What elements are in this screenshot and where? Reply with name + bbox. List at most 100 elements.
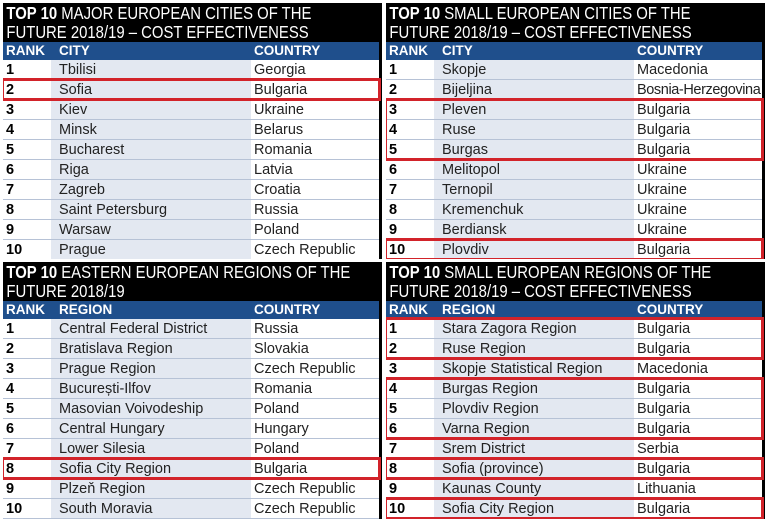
name-cell: Masovian Voivodeship (59, 401, 204, 417)
name-cell-shade (51, 319, 251, 338)
name-cell-shade (434, 399, 634, 418)
table-row: 7 Zagreb Croatia (3, 180, 379, 200)
rank-cell: 3 (389, 361, 398, 377)
name-cell: Srem District (442, 441, 525, 457)
name-cell: Minsk (59, 122, 97, 138)
rank-cell: 9 (6, 222, 15, 238)
rank-cell: 4 (6, 381, 15, 397)
rank-cell: 7 (6, 441, 15, 457)
country-cell: Czech Republic (254, 242, 356, 258)
rank-cell: 4 (6, 122, 15, 138)
table-row: 1 Skopje Macedonia (386, 60, 762, 80)
title-text: SMALL EUROPEAN CITIES OF THE FUTURE 2018… (389, 3, 692, 42)
rank-cell: 10 (389, 501, 406, 517)
rank-cell: 1 (389, 321, 398, 337)
name-cell: Burgas Region (442, 381, 538, 397)
rank-cell: 6 (389, 421, 398, 437)
name-cell: Skopje (442, 62, 487, 78)
rank-cell: 3 (6, 102, 15, 118)
rank-cell: 5 (389, 401, 398, 417)
country-cell: Romania (254, 142, 313, 158)
name-cell: Varna Region (442, 421, 530, 437)
country-cell: Czech Republic (254, 501, 356, 517)
column-header: RANK (389, 43, 428, 58)
country-cell: Latvia (254, 162, 293, 178)
country-cell: Bulgaria (637, 242, 691, 258)
name-cell-shade (51, 180, 251, 199)
column-header: COUNTRY (254, 43, 321, 58)
country-cell: Bulgaria (254, 461, 308, 477)
name-cell: Skopje Statistical Region (442, 361, 603, 377)
column-header: COUNTRY (637, 302, 704, 317)
name-cell-shade (51, 339, 251, 358)
name-cell-shade (434, 240, 634, 259)
table-row: 6 Central Hungary Hungary (3, 419, 379, 439)
column-header: COUNTRY (254, 302, 321, 317)
country-cell: Poland (254, 222, 300, 238)
name-cell: Kaunas County (442, 481, 542, 497)
name-cell: Lower Silesia (59, 441, 146, 457)
rank-cell: 5 (6, 142, 15, 158)
table-row: 6 Varna Region Bulgaria (386, 419, 762, 439)
name-cell-shade (51, 439, 251, 458)
name-cell-shade (434, 100, 634, 119)
table-row: 1 Stara Zagora Region Bulgaria (386, 319, 762, 339)
table-row: 8 Kremenchuk Ukraine (386, 200, 762, 220)
table-row: 3 Skopje Statistical Region Macedonia (386, 359, 762, 379)
rank-cell: 10 (6, 501, 23, 517)
country-cell: Lithuania (637, 481, 696, 497)
small-regions-table: TOP 10 SMALL EUROPEAN REGIONS OF THE FUT… (386, 262, 765, 519)
rank-cell: 8 (6, 202, 15, 218)
name-cell-shade (51, 160, 251, 179)
title-bold: TOP 10 (6, 3, 58, 23)
rank-cell: 4 (389, 381, 398, 397)
table-header: RANK CITY COUNTRY (3, 42, 379, 60)
country-cell: Bulgaria (637, 461, 691, 477)
table-row: 7 Ternopil Ukraine (386, 180, 762, 200)
name-cell-shade (434, 180, 634, 199)
title-bold: TOP 10 (389, 3, 441, 23)
name-cell: Kremenchuk (442, 202, 524, 218)
rank-cell: 7 (6, 182, 15, 198)
name-cell: Ternopil (442, 182, 493, 198)
name-cell: Plovdiv (442, 242, 489, 258)
country-cell: Bulgaria (637, 501, 691, 517)
table-row: 2 Ruse Region Bulgaria (386, 339, 762, 359)
table-row: 9 Berdiansk Ukraine (386, 220, 762, 240)
country-cell: Bulgaria (637, 102, 691, 118)
country-cell: Macedonia (637, 62, 708, 78)
table-title: TOP 10 SMALL EUROPEAN CITIES OF THE FUTU… (386, 3, 752, 42)
name-cell: Berdiansk (442, 222, 507, 238)
column-header: CITY (442, 43, 473, 58)
rank-cell: 5 (6, 401, 15, 417)
rank-cell: 1 (389, 62, 398, 78)
table-row: 9 Warsaw Poland (3, 220, 379, 240)
column-header: CITY (59, 43, 90, 58)
table-row: 5 Plovdiv Region Bulgaria (386, 399, 762, 419)
name-cell-shade (51, 60, 251, 79)
country-cell: Serbia (637, 441, 679, 457)
table-body: 1 Stara Zagora Region Bulgaria 2 Ruse Region… (386, 317, 764, 519)
name-cell: Central Hungary (59, 421, 165, 437)
name-cell-shade (434, 499, 634, 518)
country-cell: Romania (254, 381, 313, 397)
rank-cell: 4 (389, 122, 398, 138)
table-row: 3 Pleven Bulgaria (386, 100, 762, 120)
table-header: RANK CITY COUNTRY (386, 42, 762, 60)
table-header: RANK REGION COUNTRY (386, 301, 762, 319)
name-cell-shade (434, 200, 634, 219)
country-cell: Bosnia-Herzegovina (637, 82, 761, 98)
table-title: TOP 10 MAJOR EUROPEAN CITIES OF THE FUTU… (3, 3, 369, 42)
table-row: 2 Bijeljina Bosnia-Herzegovina (386, 80, 762, 100)
rank-cell: 6 (6, 421, 15, 437)
country-cell: Belarus (254, 122, 304, 138)
name-cell-shade (434, 419, 634, 438)
name-cell-shade (51, 80, 251, 99)
table-row: 8 Saint Petersburg Russia (3, 200, 379, 220)
table-row: 9 Kaunas County Lithuania (386, 479, 762, 499)
country-cell: Bulgaria (637, 421, 691, 437)
name-cell: Sofia City Region (59, 461, 172, 477)
country-cell: Russia (254, 202, 299, 218)
small-cities-table: TOP 10 SMALL EUROPEAN CITIES OF THE FUTU… (386, 3, 765, 259)
country-cell: Poland (254, 401, 300, 417)
